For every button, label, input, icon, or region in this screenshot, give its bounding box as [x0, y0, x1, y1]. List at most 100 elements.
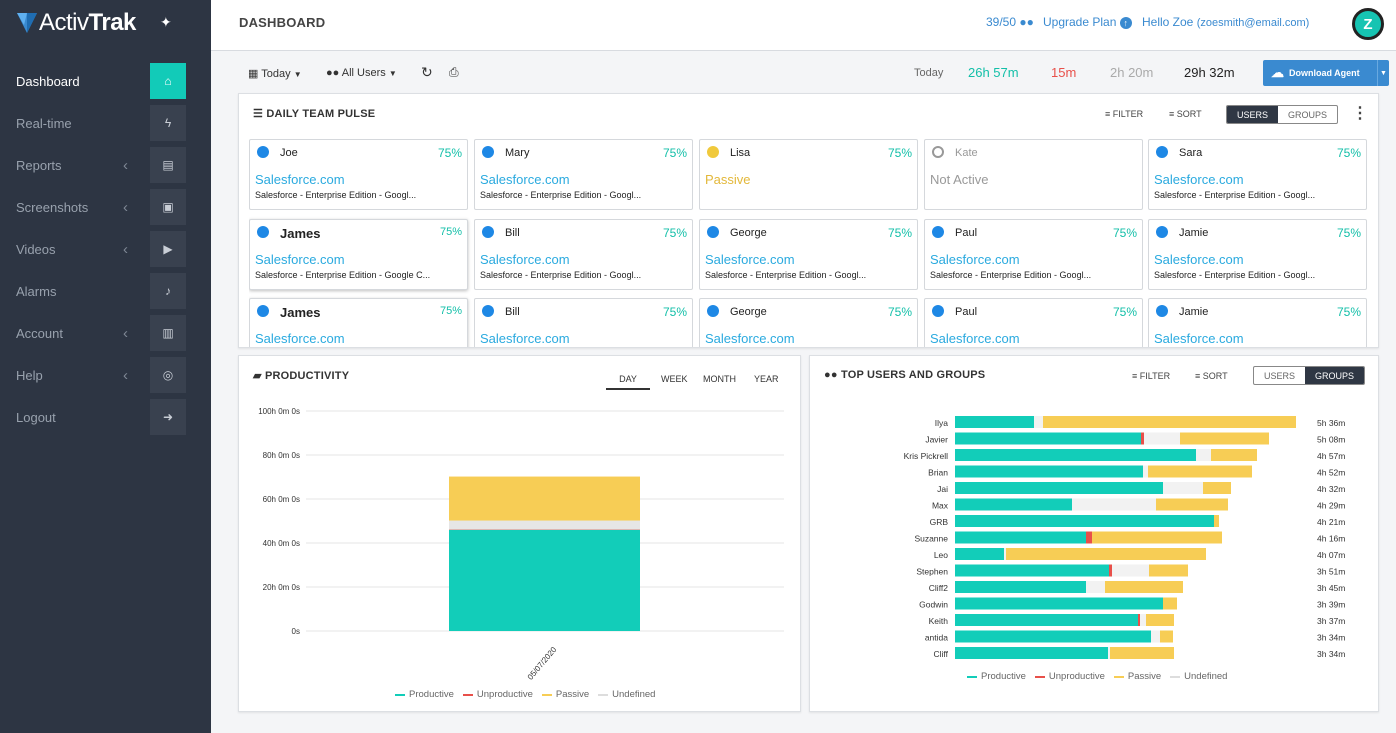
bar-undefined[interactable]	[1034, 416, 1043, 428]
bar-undefined[interactable]	[1143, 465, 1148, 478]
bar-unproductive[interactable]	[1086, 531, 1092, 544]
pulse-card[interactable]: George 75% Salesforce.com Salesforce - Ente…	[699, 219, 918, 290]
more-options-icon[interactable]: ⋮	[1352, 105, 1368, 122]
download-agent-button[interactable]: ☁ Download Agent ▼	[1263, 60, 1389, 86]
bar-passive[interactable]	[1146, 614, 1174, 626]
bar-passive[interactable]	[1043, 416, 1296, 428]
bar-passive[interactable]	[1180, 432, 1269, 445]
pulse-card[interactable]: Mary 75% Salesforce.com Salesforce - Enterp…	[474, 139, 693, 210]
bar-undefined[interactable]	[1112, 564, 1149, 577]
bar-productive[interactable]	[449, 529, 640, 631]
bar-productive[interactable]	[955, 581, 1086, 593]
bar-passive[interactable]	[1105, 581, 1183, 593]
pulse-card[interactable]: Kate Not Active	[924, 139, 1143, 210]
bar-undefined[interactable]	[1072, 498, 1156, 511]
bar-undefined[interactable]	[449, 520, 640, 530]
top-users-filter-button[interactable]: ≡ FILTER	[1132, 371, 1170, 381]
bar-productive[interactable]	[955, 614, 1138, 626]
pulse-card[interactable]: Bill 75% Salesforce.com Salesforce - Enterp…	[474, 219, 693, 290]
bar-passive[interactable]	[1160, 630, 1173, 643]
pulse-card[interactable]: Lisa 75% Passive	[699, 139, 918, 210]
bar-passive[interactable]	[449, 476, 640, 521]
bar-undefined[interactable]	[1163, 482, 1203, 494]
bar-unproductive[interactable]	[1138, 614, 1140, 626]
sidebar-item-alarms[interactable]: Alarms ♪	[0, 273, 211, 309]
pulse-card[interactable]: Jamie 75% Salesforce.com Salesforce - Enter…	[1148, 219, 1367, 290]
bar-passive[interactable]	[1006, 548, 1206, 560]
bar-undefined[interactable]	[1004, 548, 1006, 560]
sidebar-item-dashboard[interactable]: Dashboard ⌂	[0, 63, 211, 99]
bar-passive[interactable]	[1211, 449, 1257, 461]
bar-productive[interactable]	[955, 498, 1072, 511]
sidebar-item-reports[interactable]: Reports ‹ ▤	[0, 147, 211, 183]
bar-passive[interactable]	[1203, 482, 1231, 494]
pulse-groups-toggle[interactable]: GROUPS	[1288, 109, 1328, 120]
bar-unproductive[interactable]	[1109, 564, 1112, 577]
sidebar-item-help[interactable]: Help ‹ ◎	[0, 357, 211, 393]
bar-productive[interactable]	[955, 432, 1141, 445]
pulse-card[interactable]: James 75% Salesforce.com Salesforce - Enter…	[249, 219, 468, 290]
tab-year[interactable]: YEAR	[754, 374, 779, 384]
bar-passive[interactable]	[1092, 531, 1222, 544]
top-users-groups-toggle[interactable]: GROUPS	[1305, 367, 1365, 384]
bar-passive[interactable]	[1214, 515, 1219, 527]
bar-productive[interactable]	[955, 531, 1086, 544]
pulse-sort-button[interactable]: ≡ SORT	[1169, 109, 1202, 119]
bar-productive[interactable]	[955, 630, 1151, 643]
pulse-card[interactable]: Sara 75% Salesforce.com Salesforce - Enterp…	[1148, 139, 1367, 210]
bar-productive[interactable]	[955, 647, 1108, 659]
bar-unproductive[interactable]	[1141, 432, 1144, 445]
pulse-card[interactable]: Paul 75% Salesforce.com Salesforce - Enterp…	[924, 219, 1143, 290]
bar-passive[interactable]	[1149, 564, 1188, 577]
top-users-sort-button[interactable]: ≡ SORT	[1195, 371, 1228, 381]
pulse-card[interactable]: Bill 75% Salesforce.com	[474, 298, 693, 347]
pulse-filter-button[interactable]: ≡ FILTER	[1105, 109, 1143, 119]
bar-undefined[interactable]	[1196, 449, 1211, 461]
pin-icon[interactable]: ✦	[160, 14, 172, 30]
refresh-icon[interactable]: ↻	[421, 64, 433, 80]
bar-productive[interactable]	[955, 465, 1143, 478]
bar-passive[interactable]	[1156, 498, 1228, 511]
print-icon[interactable]: ⎙	[449, 65, 459, 79]
pulse-card[interactable]: George 75% Salesforce.com	[699, 298, 918, 347]
bar-passive[interactable]	[1110, 647, 1174, 659]
upgrade-plan-link[interactable]: Upgrade Plan ↑	[1043, 15, 1132, 29]
bar-productive[interactable]	[955, 416, 1034, 428]
date-filter-dropdown[interactable]: ▦ Today ▼	[248, 67, 302, 80]
avatar[interactable]: Z	[1352, 8, 1384, 40]
bar-passive[interactable]	[1163, 597, 1177, 610]
top-users-users-toggle[interactable]: USERS	[1264, 370, 1296, 381]
sidebar-item-screenshots[interactable]: Screenshots ‹ ▣	[0, 189, 211, 225]
tab-week[interactable]: WEEK	[661, 374, 688, 384]
sidebar-item-videos[interactable]: Videos ‹ ▶	[0, 231, 211, 267]
bar-productive[interactable]	[955, 449, 1196, 461]
caret-down-icon[interactable]: ▼	[1377, 60, 1389, 86]
bar-passive[interactable]	[1148, 465, 1252, 478]
pulse-card[interactable]: Paul 75% Salesforce.com	[924, 298, 1143, 347]
pulse-card[interactable]: Joe 75% Salesforce.com Salesforce - Enterpr…	[249, 139, 468, 210]
tab-day[interactable]: DAY	[606, 374, 650, 390]
tab-month[interactable]: MONTH	[703, 374, 736, 384]
bar-undefined[interactable]	[1108, 647, 1110, 659]
bar-productive[interactable]	[955, 548, 1004, 560]
user-greeting[interactable]: Hello Zoe (zoesmith@email.com)	[1142, 15, 1309, 29]
pulse-card[interactable]: James 75% Salesforce.com	[249, 298, 468, 347]
sidebar-item-logout[interactable]: Logout ➜	[0, 399, 211, 435]
activtrak-logo[interactable]: Activ Trak	[16, 9, 136, 36]
sidebar-item-realtime[interactable]: Real-time ϟ	[0, 105, 211, 141]
user-filter-dropdown[interactable]: ●● All Users ▼	[326, 67, 397, 79]
bar-productive[interactable]	[955, 597, 1163, 610]
bar-productive[interactable]	[955, 564, 1109, 577]
bar-undefined[interactable]	[1144, 432, 1180, 445]
bar-undefined[interactable]	[1140, 614, 1146, 626]
pulse-users-toggle[interactable]: USERS	[1227, 106, 1279, 123]
bar-productive[interactable]	[955, 482, 1163, 494]
total-label: 3h 34m	[1317, 633, 1345, 643]
bar-undefined[interactable]	[1151, 630, 1160, 643]
bar-undefined[interactable]	[1086, 581, 1105, 593]
sidebar-item-account[interactable]: Account ‹ ▥	[0, 315, 211, 351]
bar-productive[interactable]	[955, 515, 1214, 527]
legend-swatch	[598, 693, 609, 696]
license-usage[interactable]: 39/50 ●●	[986, 15, 1034, 29]
pulse-card[interactable]: Jamie 75% Salesforce.com	[1148, 298, 1367, 347]
